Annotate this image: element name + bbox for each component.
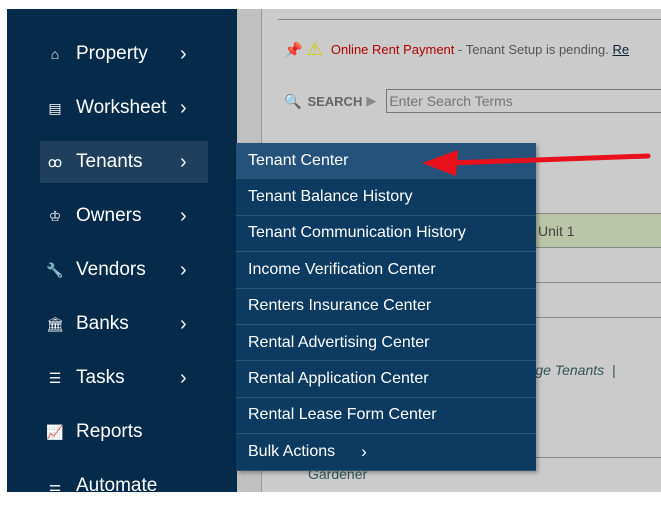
sidebar-item-tasks[interactable]: ☰ Tasks › (40, 357, 208, 399)
sidebar-item-label: Banks (76, 313, 129, 334)
arrow-head (422, 150, 458, 176)
arrow-right-icon: ▶ (366, 93, 377, 108)
tasks-icon: ☰ (48, 369, 62, 386)
wrench-icon: 🔧 (46, 261, 64, 278)
menu-item-renters-insurance-center[interactable]: Renters Insurance Center (236, 289, 536, 325)
menu-item-label: Tenant Balance History (248, 188, 413, 206)
menu-item-income-verification-center[interactable]: Income Verification Center (236, 252, 536, 289)
arrow-shaft (447, 153, 651, 166)
home-icon: ⌂ (50, 46, 60, 62)
sidebar: ⌂ Property › ▤ Worksheet › ꝏ Tenants › ♔ Owners › 🔧 V… (7, 9, 237, 496)
search-bar: 🔍 SEARCH ▶ (284, 89, 661, 113)
magnifier-icon: 🔍 (284, 92, 302, 109)
chevron-right-icon: › (180, 42, 187, 65)
menu-item-label: Rental Application Center (248, 370, 429, 388)
unit-label: Unit 1 (538, 223, 575, 239)
sidebar-item-label: Reports (76, 421, 143, 442)
chart-icon: 📈 (46, 423, 64, 440)
divider (278, 19, 661, 20)
table-icon: ▤ (48, 99, 62, 116)
menu-item-label: Bulk Actions (248, 442, 336, 460)
menu-item-label: Rental Lease Form Center (248, 406, 437, 424)
sidebar-item-tenants[interactable]: ꝏ Tenants › (40, 141, 208, 183)
chevron-right-icon: › (180, 258, 187, 281)
sidebar-item-label: Owners (76, 205, 142, 226)
menu-item-rental-advertising-center[interactable]: Rental Advertising Center (236, 325, 536, 362)
menu-item-rental-lease-form-center[interactable]: Rental Lease Form Center (236, 398, 536, 435)
notice-title: Online Rent Payment (330, 42, 455, 57)
menu-item-label: Renters Insurance Center (248, 297, 432, 315)
sidebar-item-reports[interactable]: 📈 Reports (40, 411, 208, 453)
menu-item-label: Rental Advertising Center (248, 333, 430, 351)
chevron-right-icon: › (180, 204, 187, 227)
menu-item-label: Tenant Communication History (248, 224, 466, 242)
search-input[interactable] (386, 89, 661, 113)
sidebar-item-label: Vendors (76, 259, 146, 280)
sidebar-item-owners[interactable]: ♔ Owners › (40, 195, 208, 237)
notice-bar: 📌 ⚠ Online Rent Payment - Tenant Setup i… (284, 39, 629, 60)
warning-icon: ⚠ (306, 39, 323, 59)
menu-item-rental-application-center[interactable]: Rental Application Center (236, 361, 536, 398)
pushpin-icon: 📌 (284, 41, 303, 59)
notice-text: - Tenant Setup is pending. (454, 42, 613, 57)
sidebar-item-label: Property (76, 43, 148, 64)
search-label: SEARCH (307, 93, 363, 109)
menu-item-tenant-communication-history[interactable]: Tenant Communication History (236, 216, 536, 253)
sidebar-item-label: Tasks (76, 367, 125, 388)
sidebar-item-banks[interactable]: 🏛 Banks › (40, 303, 208, 345)
tenants-submenu: Tenant Center Tenant Balance History Tenan… (236, 143, 536, 471)
sidebar-item-worksheet[interactable]: ▤ Worksheet › (40, 87, 208, 129)
menu-item-label: Income Verification Center (248, 260, 436, 278)
chevron-right-icon: › (180, 150, 187, 173)
crown-icon: ♔ (48, 207, 62, 224)
menu-item-bulk-actions[interactable]: Bulk Actions › (236, 434, 536, 471)
menu-item-label: Tenant Center (248, 151, 349, 169)
chevron-right-icon: › (180, 366, 187, 389)
chevron-right-icon: › (180, 96, 187, 119)
menu-item-tenant-balance-history[interactable]: Tenant Balance History (236, 179, 536, 216)
sidebar-item-label: Worksheet (76, 97, 167, 118)
sidebar-item-vendors[interactable]: 🔧 Vendors › (40, 249, 208, 291)
sidebar-item-property[interactable]: ⌂ Property › (40, 33, 208, 75)
sidebar-item-label: Automate (76, 475, 158, 496)
notice-link[interactable]: Re (612, 42, 630, 57)
chevron-right-icon: › (180, 312, 187, 335)
chevron-right-icon: › (361, 441, 367, 461)
users-icon: ꝏ (47, 153, 63, 170)
sidebar-item-label: Tenants (76, 151, 143, 172)
bank-icon: 🏛 (46, 315, 64, 332)
sidebar-item-automate[interactable]: ⚌ Automate (40, 465, 208, 507)
sliders-icon: ⚌ (48, 477, 62, 494)
annotation-arrow (422, 150, 651, 176)
